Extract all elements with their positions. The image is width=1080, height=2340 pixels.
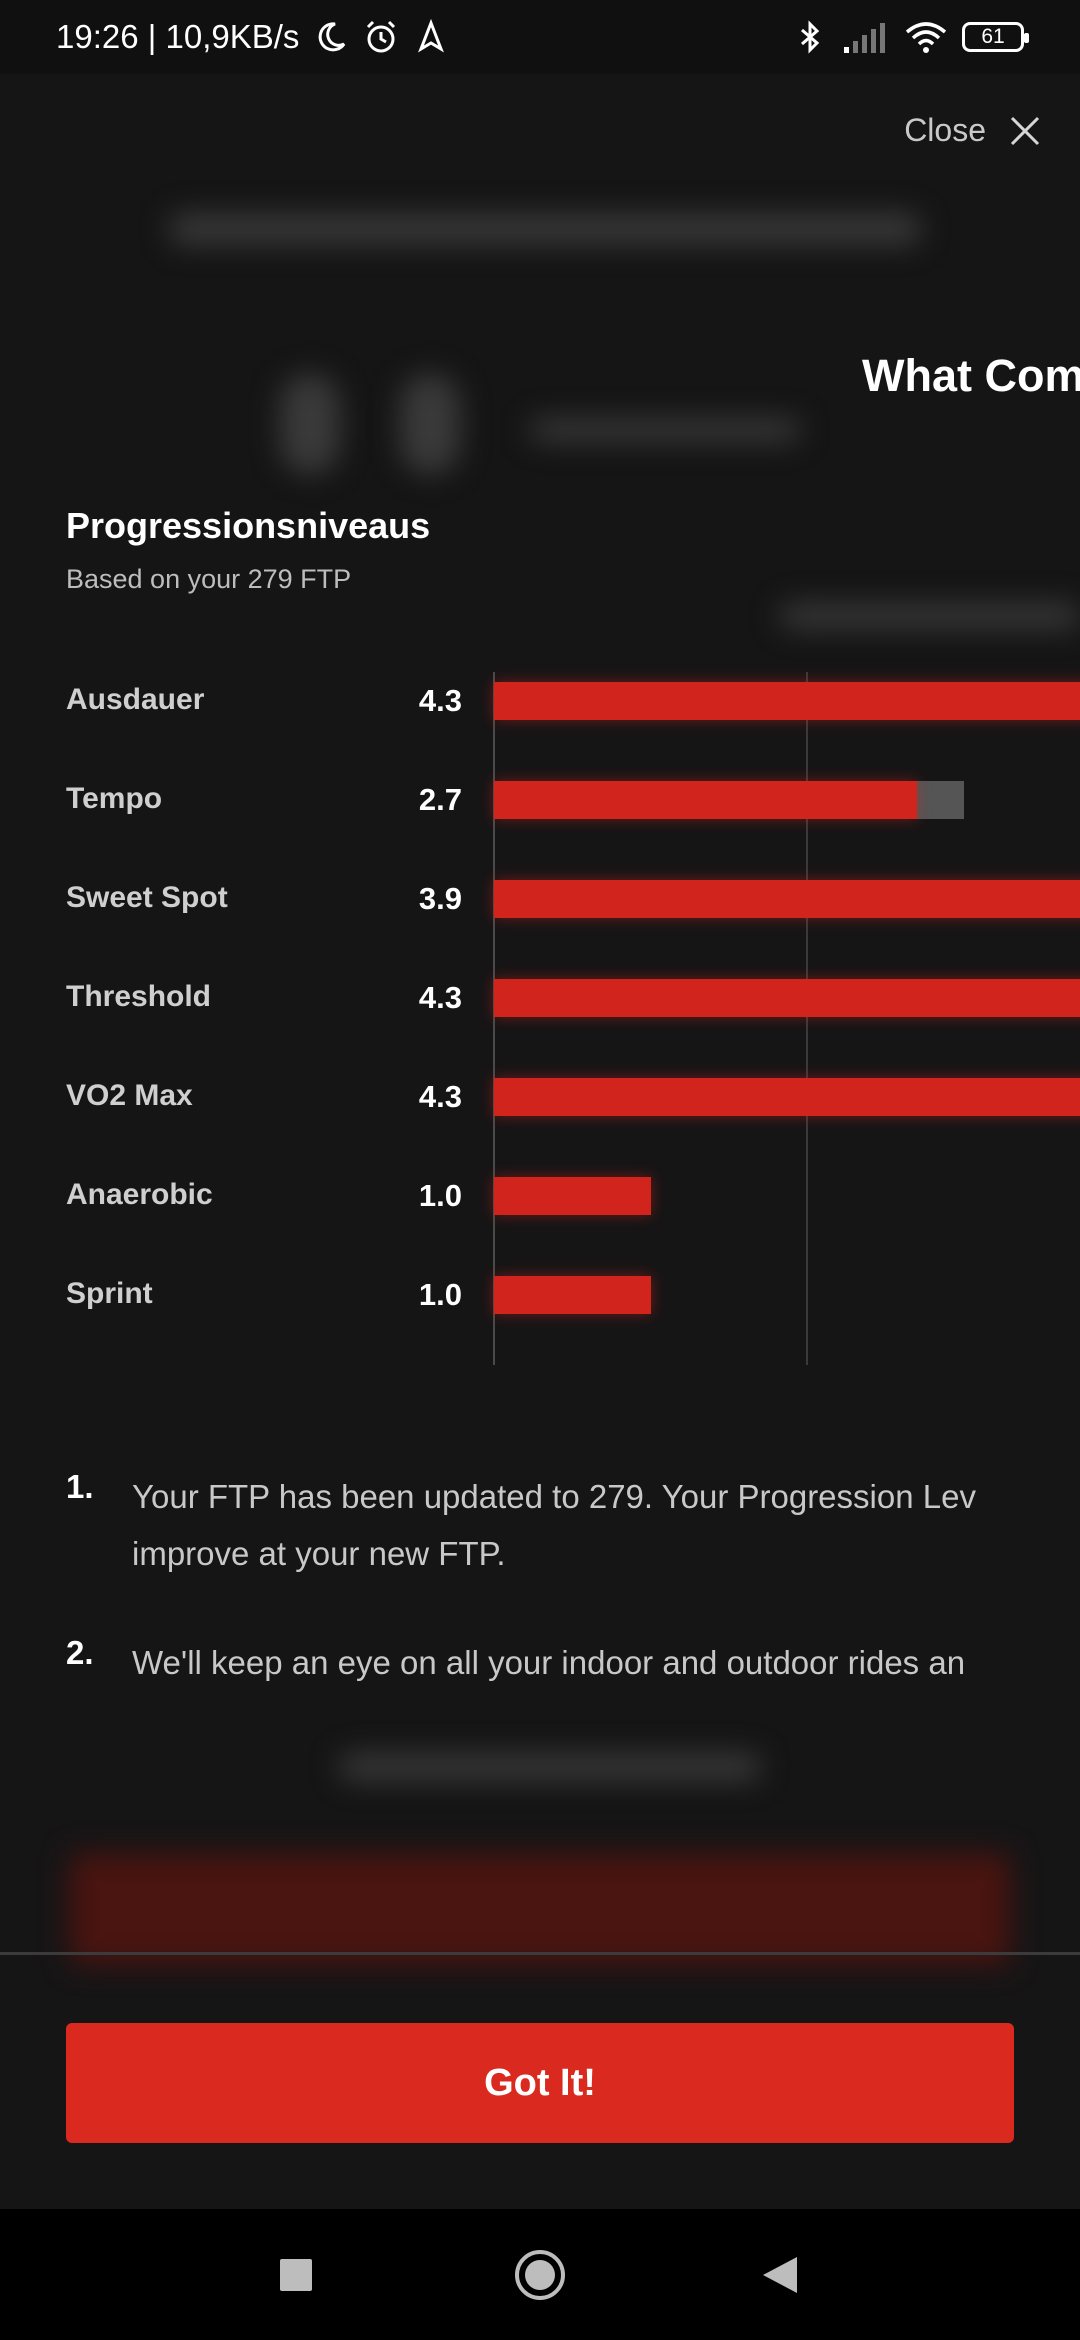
note-item: 1. Your FTP has been updated to 279. You…: [66, 1468, 976, 1582]
blurred-text: [340, 1754, 760, 1780]
category-label: Sweet Spot: [66, 881, 228, 914]
card-subtitle: Based on your 279 FTP: [66, 564, 352, 594]
blurred-button: [70, 1854, 1010, 1964]
footer-divider: [0, 1952, 1080, 1955]
signal-icon: [844, 23, 885, 53]
note-text-line: improve at your new FTP.: [132, 1535, 506, 1572]
value-label: 2.7: [418, 782, 462, 817]
value-label: 4.3: [418, 683, 462, 718]
battery-icon: 61: [962, 22, 1029, 52]
blurred-heading: [170, 214, 920, 244]
category-label: Anaerobic: [66, 1178, 213, 1211]
blurred-text: [530, 419, 800, 441]
category-label: Tempo: [66, 782, 163, 815]
blurred-avatar: [280, 374, 340, 474]
level-bar: [494, 880, 1080, 918]
level-bar: [494, 682, 1080, 720]
card-title: Progressionsniveaus: [66, 505, 431, 546]
note-number: 1.: [66, 1468, 94, 1505]
category-label: Sprint: [66, 1277, 153, 1310]
background-page-title: What Com: [862, 350, 1080, 401]
note-body: We'll keep an eye on all your indoor and…: [132, 1634, 965, 1691]
bluetooth-icon: [801, 20, 820, 54]
location-arrow-icon: [418, 19, 445, 53]
note-text-line: Your FTP has been updated to 279. Your P…: [132, 1478, 976, 1515]
status-bar: 19:26 | 10,9KB/s 6: [0, 0, 1080, 74]
recents-square-icon: [280, 2258, 312, 2291]
value-label: 4.3: [418, 1079, 462, 1114]
status-time-speed: 19:26 | 10,9KB/s: [56, 18, 300, 55]
blurred-avatar: [400, 374, 460, 474]
grid-line: [493, 672, 495, 1365]
note-text-line: We'll keep an eye on all your indoor and…: [132, 1644, 966, 1681]
back-triangle-icon: [763, 2256, 797, 2293]
home-button[interactable]: [480, 2209, 600, 2340]
background-page: [0, 74, 1080, 2209]
home-circle-icon: [515, 2249, 565, 2300]
alarm-icon: [367, 20, 396, 53]
status-right: 61: [792, 19, 1029, 55]
category-label: Ausdauer: [66, 683, 205, 716]
close-button[interactable]: Close: [904, 112, 1042, 149]
category-label: Threshold: [66, 980, 212, 1013]
moon-icon: [319, 22, 346, 52]
note-number: 2.: [66, 1634, 94, 1671]
close-icon: [1010, 116, 1040, 145]
got-it-button[interactable]: Got It!: [66, 2023, 1014, 2143]
grid-line: [806, 672, 808, 1365]
note-body: Your FTP has been updated to 279. Your P…: [132, 1468, 976, 1582]
wifi-icon: [905, 22, 947, 53]
level-bar: [494, 1078, 1080, 1116]
value-label: 1.0: [418, 1277, 462, 1312]
value-label: 3.9: [418, 881, 462, 916]
value-label: 4.3: [418, 980, 462, 1015]
value-label: 1.0: [418, 1178, 462, 1213]
status-left: 19:26 | 10,9KB/s: [56, 18, 449, 56]
navigation-bar: [0, 2209, 1080, 2340]
recents-button[interactable]: [236, 2209, 356, 2340]
note-item: 2. We'll keep an eye on all your indoor …: [66, 1634, 965, 1691]
category-label: VO2 Max: [66, 1079, 193, 1112]
level-bar: [494, 979, 1080, 1017]
level-bar: [494, 1177, 651, 1215]
level-bar: [494, 1276, 651, 1314]
battery-level: 61: [981, 25, 1005, 48]
close-label: Close: [904, 112, 986, 148]
back-button[interactable]: [720, 2209, 840, 2340]
blurred-text: [780, 604, 1080, 628]
level-bar: [494, 781, 917, 819]
